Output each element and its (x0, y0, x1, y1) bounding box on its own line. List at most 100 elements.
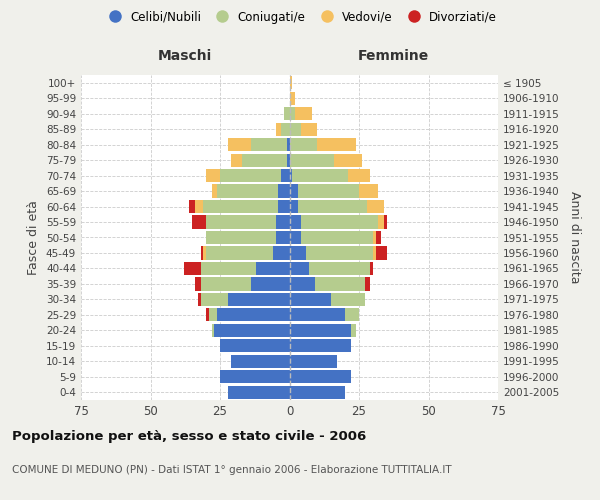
Bar (301, 122, 317, 136)
Text: Maschi: Maschi (158, 48, 212, 62)
Bar (331, 293, 365, 306)
Bar (198, 293, 200, 306)
Bar (200, 246, 203, 260)
Legend: Celibi/Nubili, Coniugati/e, Vedovi/e, Divorziati/e: Celibi/Nubili, Coniugati/e, Vedovi/e, Di… (98, 6, 502, 28)
Bar (281, 122, 290, 136)
Bar (376, 246, 387, 260)
Bar (287, 154, 290, 166)
Bar (192, 216, 206, 228)
Bar (309, 262, 370, 275)
Bar (317, 138, 356, 151)
Bar (290, 308, 345, 322)
Bar (256, 262, 290, 275)
Text: Popolazione per età, sesso e stato civile - 2006: Popolazione per età, sesso e stato civil… (12, 430, 366, 443)
Bar (214, 324, 290, 337)
Bar (359, 184, 379, 198)
Bar (217, 184, 278, 198)
Bar (251, 278, 290, 290)
Bar (334, 154, 362, 166)
Bar (212, 184, 217, 198)
Bar (298, 184, 359, 198)
Bar (275, 231, 290, 244)
Bar (231, 354, 290, 368)
Bar (376, 231, 381, 244)
Bar (273, 246, 290, 260)
Bar (281, 169, 290, 182)
Bar (200, 262, 256, 275)
Bar (290, 231, 301, 244)
Bar (379, 216, 384, 228)
Bar (290, 340, 350, 352)
Bar (290, 293, 331, 306)
Bar (203, 200, 278, 213)
Bar (290, 154, 334, 166)
Bar (314, 278, 365, 290)
Bar (278, 200, 290, 213)
Bar (290, 370, 350, 384)
Bar (203, 246, 206, 260)
Y-axis label: Fasce di età: Fasce di età (28, 200, 40, 275)
Bar (290, 216, 301, 228)
Bar (290, 184, 298, 198)
Bar (217, 308, 290, 322)
Bar (229, 138, 251, 151)
Bar (290, 76, 292, 90)
Bar (301, 231, 373, 244)
Bar (290, 169, 292, 182)
Bar (367, 200, 384, 213)
Text: Femmine: Femmine (358, 48, 430, 62)
Bar (295, 107, 312, 120)
Y-axis label: Anni di nascita: Anni di nascita (568, 191, 581, 284)
Bar (206, 216, 275, 228)
Bar (206, 246, 273, 260)
Bar (290, 138, 317, 151)
Bar (220, 169, 281, 182)
Bar (306, 246, 373, 260)
Bar (350, 324, 356, 337)
Bar (345, 308, 359, 322)
Bar (229, 293, 290, 306)
Bar (206, 308, 209, 322)
Bar (275, 122, 281, 136)
Bar (290, 92, 295, 105)
Bar (298, 200, 367, 213)
Bar (290, 246, 306, 260)
Bar (251, 138, 287, 151)
Bar (290, 324, 350, 337)
Bar (206, 169, 220, 182)
Bar (370, 262, 373, 275)
Bar (301, 216, 379, 228)
Bar (212, 324, 214, 337)
Bar (190, 200, 195, 213)
Bar (200, 278, 251, 290)
Bar (365, 278, 370, 290)
Bar (290, 122, 301, 136)
Bar (242, 154, 287, 166)
Bar (275, 216, 290, 228)
Bar (195, 278, 200, 290)
Bar (206, 231, 275, 244)
Bar (292, 169, 348, 182)
Bar (220, 340, 290, 352)
Bar (200, 293, 229, 306)
Bar (348, 169, 370, 182)
Text: COMUNE DI MEDUNO (PN) - Dati ISTAT 1° gennaio 2006 - Elaborazione TUTTITALIA.IT: COMUNE DI MEDUNO (PN) - Dati ISTAT 1° ge… (12, 465, 452, 475)
Bar (290, 354, 337, 368)
Bar (290, 107, 295, 120)
Bar (231, 154, 242, 166)
Bar (209, 308, 217, 322)
Bar (290, 386, 345, 399)
Bar (384, 216, 387, 228)
Bar (290, 200, 298, 213)
Bar (287, 138, 290, 151)
Bar (220, 370, 290, 384)
Bar (195, 200, 203, 213)
Bar (373, 231, 376, 244)
Bar (284, 107, 290, 120)
Bar (278, 184, 290, 198)
Bar (290, 278, 314, 290)
Bar (229, 386, 290, 399)
Bar (290, 262, 309, 275)
Bar (184, 262, 200, 275)
Bar (373, 246, 376, 260)
